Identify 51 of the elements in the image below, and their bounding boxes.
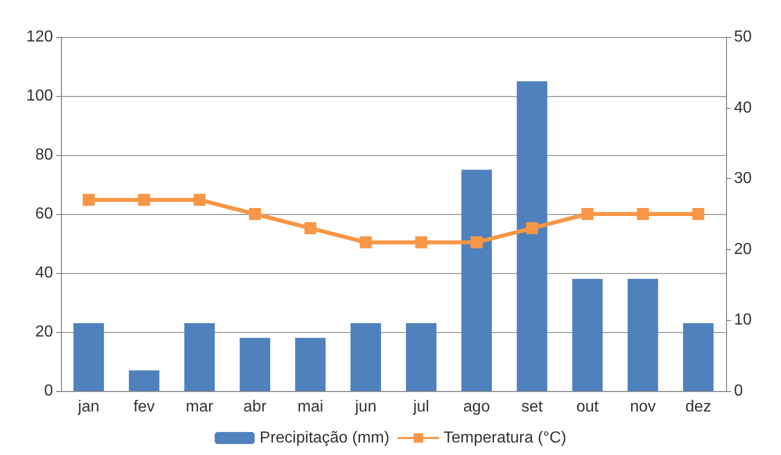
- bar: [350, 323, 382, 391]
- x-tick-label: set: [521, 398, 544, 416]
- y-tick-label: 100: [26, 88, 54, 104]
- bar: [184, 323, 215, 391]
- point: [360, 236, 372, 248]
- bar: [406, 323, 436, 391]
- point: [82, 194, 95, 206]
- y2-tick-label: 40: [734, 99, 752, 116]
- y-tick-label: 80: [35, 146, 54, 164]
- point: [470, 236, 483, 248]
- point: [415, 236, 428, 248]
- point: [304, 222, 316, 234]
- point: [692, 208, 704, 220]
- point: [194, 194, 206, 206]
- x-tick-label: jul: [412, 398, 430, 416]
- y-tick-label: 120: [26, 28, 54, 46]
- bar: [683, 323, 714, 391]
- point: [248, 208, 261, 220]
- y-tick-label: 20: [35, 324, 54, 340]
- legend-label: Temperatura (°C): [443, 430, 566, 446]
- point: [138, 194, 150, 206]
- bar: [128, 370, 160, 391]
- bar: [628, 278, 658, 391]
- x-tick-label: mai: [297, 398, 324, 416]
- y2-tick-label: 10: [734, 312, 752, 329]
- y-tick-label: 60: [35, 206, 54, 222]
- x-tick-label: jan: [77, 398, 100, 416]
- bar: [516, 81, 548, 391]
- bar: [461, 170, 492, 391]
- y2-tick-label: 50: [734, 28, 752, 46]
- x-tick-label: nov: [630, 398, 656, 416]
- x-tick-label: out: [576, 398, 600, 416]
- bar: [572, 278, 603, 391]
- bar: [240, 338, 270, 391]
- x-tick-label: dez: [685, 398, 712, 416]
- y2-tick-label: 30: [734, 170, 752, 188]
- x-tick-label: ago: [463, 398, 490, 416]
- x-tick-label: abr: [243, 398, 268, 416]
- x-tick-label: mar: [186, 398, 214, 416]
- legend-label: Precipitação (mm): [260, 430, 390, 446]
- bar: [295, 338, 326, 391]
- bar: [73, 323, 104, 391]
- x-tick-label: jun: [354, 398, 376, 416]
- y-tick-label: 40: [35, 264, 54, 282]
- x-tick-label: fev: [133, 398, 155, 416]
- y2-tick-label: 20: [734, 240, 752, 258]
- point: [526, 222, 538, 234]
- point: [581, 208, 594, 220]
- y-tick-label: 0: [44, 382, 54, 400]
- y2-tick-label: 0: [734, 382, 743, 400]
- point: [636, 208, 649, 220]
